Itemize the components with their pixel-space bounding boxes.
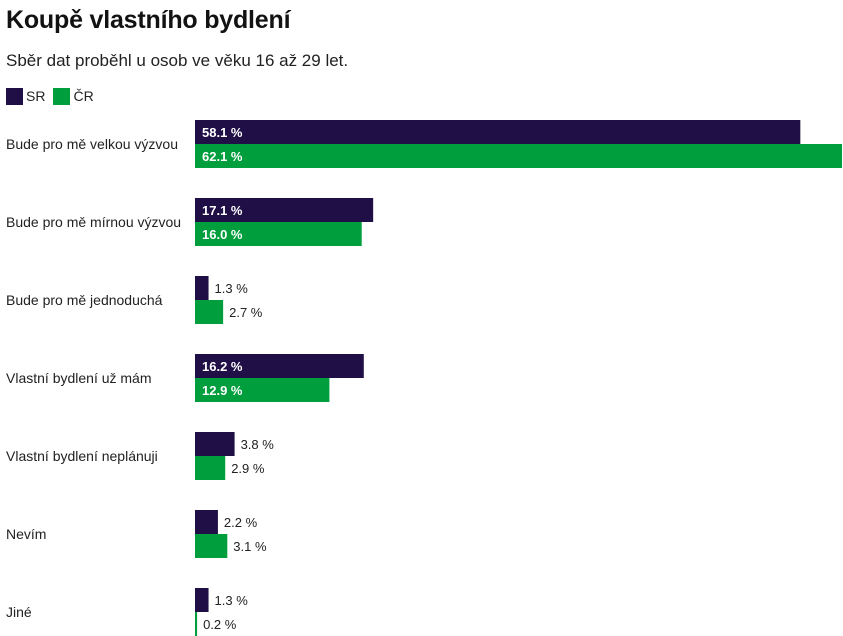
- value-label-sr-vlastni-bydleni-uz-mam: 16.2 %: [202, 359, 243, 374]
- bar-cr-vlastni-bydleni-uz-mam: [195, 378, 330, 402]
- value-label-cr-bude-pro-me-jednoducha: 2.7 %: [229, 305, 263, 320]
- value-label-sr-nevim: 2.2 %: [224, 515, 258, 530]
- category-label-vlastni-bydleni-neplanuji: Vlastní bydlení neplánuji: [6, 448, 158, 464]
- bar-cr-bude-pro-me-mirnou-vyzvou: [195, 222, 362, 246]
- bar-sr-bude-pro-me-mirnou-vyzvou: [195, 198, 374, 222]
- category-label-nevim: Nevím: [6, 526, 46, 542]
- chart-title: Koupě vlastního bydlení: [6, 6, 291, 34]
- category-label-jine: Jiné: [6, 604, 32, 620]
- value-label-sr-vlastni-bydleni-neplanuji: 3.8 %: [241, 437, 275, 452]
- value-label-cr-vlastni-bydleni-neplanuji: 2.9 %: [231, 461, 265, 476]
- legend: SR ČR: [6, 86, 102, 106]
- bar-cr-vlastni-bydleni-neplanuji: [195, 456, 226, 480]
- legend-swatch-sr: [6, 87, 23, 105]
- bar-cr-bude-pro-me-velkou-vyzvou: [195, 144, 842, 168]
- chart-subtitle: Sběr dat proběhl u osob ve věku 16 až 29…: [6, 51, 349, 70]
- bar-sr-nevim: [195, 510, 218, 534]
- value-label-cr-jine: 0.2 %: [203, 617, 237, 632]
- category-label-vlastni-bydleni-uz-mam: Vlastní bydlení už mám: [6, 370, 152, 386]
- value-label-sr-bude-pro-me-mirnou-vyzvou: 17.1 %: [202, 203, 243, 218]
- bar-cr-nevim: [195, 534, 228, 558]
- bar-sr-jine: [195, 588, 209, 612]
- category-label-bude-pro-me-velkou-vyzvou: Bude pro mě velkou výzvou: [6, 136, 178, 152]
- bar-cr-bude-pro-me-jednoducha: [195, 300, 224, 324]
- legend-item-sr: SR: [6, 87, 46, 105]
- value-label-cr-bude-pro-me-mirnou-vyzvou: 16.0 %: [202, 227, 243, 242]
- legend-label-sr: SR: [26, 88, 46, 104]
- bar-sr-vlastni-bydleni-uz-mam: [195, 354, 364, 378]
- bar-sr-vlastni-bydleni-neplanuji: [195, 432, 235, 456]
- value-label-cr-vlastni-bydleni-uz-mam: 12.9 %: [202, 383, 243, 398]
- value-label-sr-jine: 1.3 %: [215, 593, 249, 608]
- value-label-sr-bude-pro-me-jednoducha: 1.3 %: [215, 281, 249, 296]
- bar-cr-jine: [195, 612, 198, 636]
- bar-sr-bude-pro-me-velkou-vyzvou: [195, 120, 801, 144]
- value-label-sr-bude-pro-me-velkou-vyzvou: 58.1 %: [202, 125, 243, 140]
- value-label-cr-nevim: 3.1 %: [233, 539, 267, 554]
- bar-sr-bude-pro-me-jednoducha: [195, 276, 209, 300]
- category-label-bude-pro-me-jednoducha: Bude pro mě jednoduchá: [6, 292, 163, 308]
- legend-item-cr: ČR: [53, 87, 94, 105]
- legend-label-cr: ČR: [73, 88, 94, 104]
- legend-swatch-cr: [53, 87, 71, 105]
- category-label-bude-pro-me-mirnou-vyzvou: Bude pro mě mírnou výzvou: [6, 214, 181, 230]
- value-label-cr-bude-pro-me-velkou-vyzvou: 62.1 %: [202, 149, 243, 164]
